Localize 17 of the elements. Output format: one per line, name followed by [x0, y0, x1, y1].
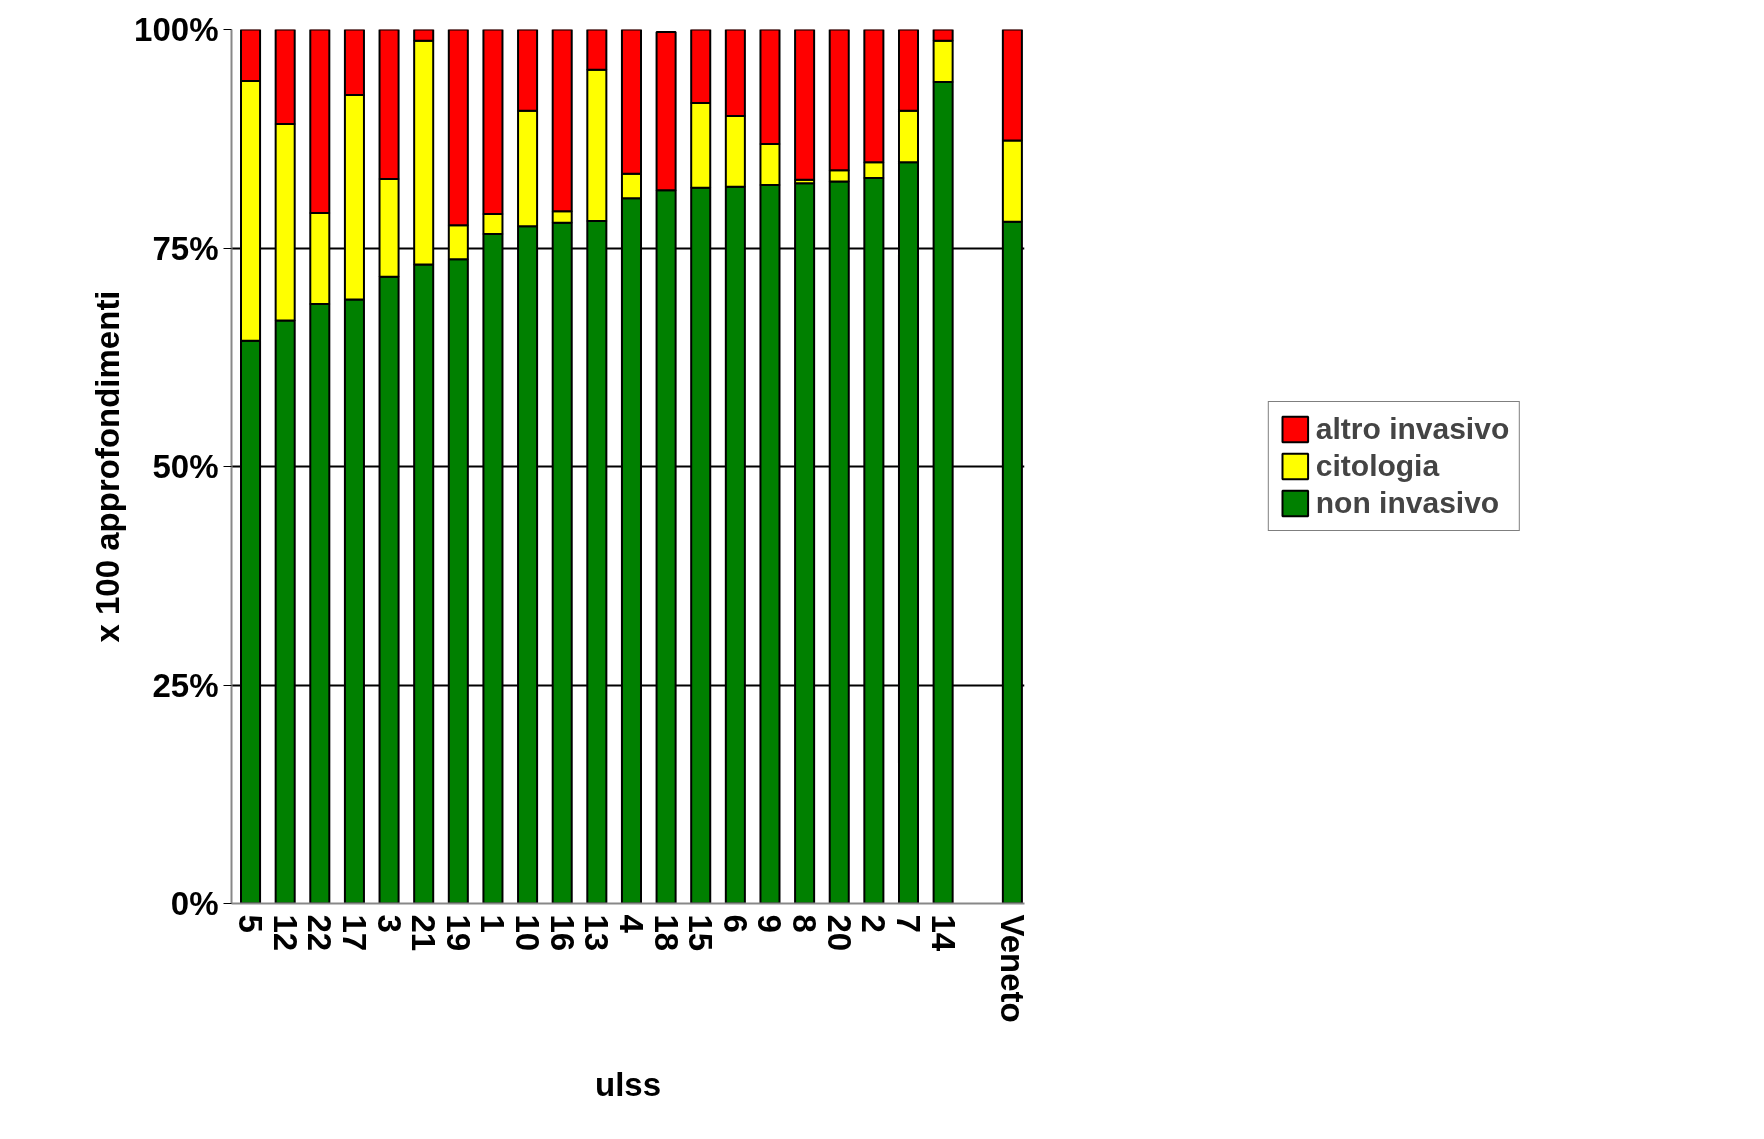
y-tick-label: 0% — [170, 885, 219, 922]
x-tick-label: 18 — [647, 914, 685, 952]
x-axis-title: ulss — [594, 1065, 662, 1103]
bar — [794, 29, 816, 181]
x-tick-label: Veneto — [993, 914, 1031, 1023]
legend-label: citologia — [1315, 449, 1440, 483]
x-tick-label: 14 — [924, 914, 962, 952]
x-tick-label: 9 — [751, 914, 789, 933]
x-tick-label: 1 — [474, 914, 512, 933]
y-tick-label: 75% — [152, 229, 219, 267]
legend-label: non invasivo — [1315, 486, 1500, 520]
y-tick-label: 100% — [134, 11, 219, 48]
y-tick-label: 50% — [152, 448, 219, 485]
y-tick-label: 25% — [152, 666, 219, 704]
x-tick-label: 3 — [370, 914, 408, 933]
legend-label: altro invasivo — [1315, 412, 1510, 446]
y-axis-title: x 100 approfondimenti — [89, 290, 127, 643]
